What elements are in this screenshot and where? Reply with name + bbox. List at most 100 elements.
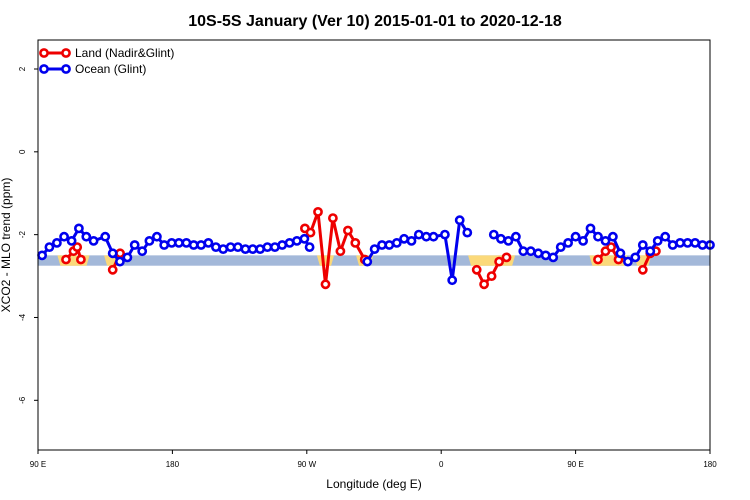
x-tick-label: 90 E: [30, 460, 46, 469]
x-axis: 90 E 180 90 W 0 90 E 180: [30, 450, 717, 469]
data-point: [447, 275, 458, 286]
data-point: [107, 264, 118, 275]
y-tick-label: -4: [18, 313, 27, 321]
data-point: [66, 235, 77, 246]
data-point: [59, 231, 69, 242]
data-point: [384, 240, 395, 250]
data-point: [697, 240, 708, 250]
data-point: [503, 235, 514, 246]
data-point: [593, 254, 603, 265]
series-land: [61, 206, 661, 290]
y-axis-label: XCO2 - MLO trend (ppm): [0, 178, 13, 313]
data-point: [144, 235, 155, 246]
data-point: [413, 229, 424, 240]
data-point: [606, 242, 616, 252]
x-tick-label: 180: [166, 460, 180, 469]
legend-label: Land (Nadir&Glint): [75, 46, 174, 60]
data-point: [76, 254, 86, 265]
data-point: [471, 264, 482, 275]
data-point: [342, 225, 353, 236]
legend-marker: [39, 48, 49, 58]
y-tick-label: -2: [18, 231, 27, 239]
data-point: [44, 242, 55, 252]
data-point: [122, 252, 133, 263]
data-point: [406, 235, 417, 246]
x-axis-label: Longitude (deg E): [326, 477, 421, 491]
data-point: [305, 227, 316, 238]
data-point: [115, 256, 125, 267]
legend-item-ocean: Ocean (Glint): [39, 62, 146, 76]
data-point: [454, 215, 465, 226]
data-point: [151, 231, 162, 242]
data-point: [428, 231, 439, 242]
data-point: [327, 213, 338, 223]
data-point: [660, 231, 671, 242]
plot-area: [37, 206, 715, 290]
x-tick-label: 0: [439, 460, 444, 469]
data-point: [623, 256, 633, 267]
data-point: [350, 237, 361, 248]
data-point: [299, 233, 310, 244]
data-point: [540, 250, 551, 261]
data-point: [675, 237, 685, 248]
data-point: [630, 252, 641, 263]
data-point: [74, 223, 84, 234]
data-point: [637, 264, 648, 275]
legend-marker: [39, 64, 49, 74]
data-point: [439, 229, 450, 240]
reference-band: [38, 255, 710, 266]
data-point: [555, 242, 566, 252]
plot-frame: [37, 39, 711, 451]
data-point: [682, 237, 693, 248]
y-axis: 2 0 -2 -4 -6: [18, 66, 38, 404]
data-point: [100, 231, 111, 242]
data-point: [486, 271, 497, 281]
y-tick-label: -6: [18, 396, 27, 404]
data-point: [585, 223, 596, 234]
data-point: [608, 231, 618, 242]
data-point: [495, 233, 506, 244]
x-tick-label: 180: [703, 460, 717, 469]
data-point: [129, 240, 140, 250]
data-point: [81, 231, 92, 242]
data-point: [637, 240, 648, 250]
data-point: [262, 242, 273, 252]
data-point: [593, 231, 603, 242]
data-point: [362, 256, 373, 267]
data-point: [88, 235, 99, 246]
data-point: [488, 229, 499, 240]
data-point: [52, 237, 62, 248]
data-point: [600, 235, 611, 246]
data-point: [511, 231, 521, 242]
series-ocean: [37, 215, 715, 286]
data-point: [313, 206, 323, 217]
data-point: [578, 235, 588, 246]
data-point: [494, 256, 504, 267]
data-point: [570, 231, 581, 242]
data-point: [479, 279, 489, 290]
data-point: [462, 227, 473, 238]
chart-title: 10S-5S January (Ver 10) 2015-01-01 to 20…: [188, 13, 562, 30]
data-point: [61, 254, 71, 265]
data-point: [518, 246, 529, 257]
legend: Land (Nadir&Glint) Ocean (Glint): [39, 46, 174, 76]
legend-label: Ocean (Glint): [75, 62, 146, 76]
data-point: [652, 235, 663, 246]
data-point: [72, 242, 83, 252]
data-point: [232, 242, 243, 252]
data-point: [291, 235, 302, 246]
data-point: [563, 237, 573, 248]
data-point: [391, 237, 402, 248]
x-tick-label: 90 W: [297, 460, 316, 469]
legend-item-land: Land (Nadir&Glint): [39, 46, 174, 60]
data-point: [159, 240, 170, 250]
data-point: [369, 244, 380, 254]
data-point: [501, 252, 512, 263]
data-point: [203, 237, 214, 248]
y-tick-label: 0: [18, 149, 27, 154]
deviation-highlight: [316, 255, 335, 266]
data-point: [615, 248, 626, 259]
legend-marker: [61, 64, 71, 74]
x-tick-label: 90 E: [567, 460, 583, 469]
